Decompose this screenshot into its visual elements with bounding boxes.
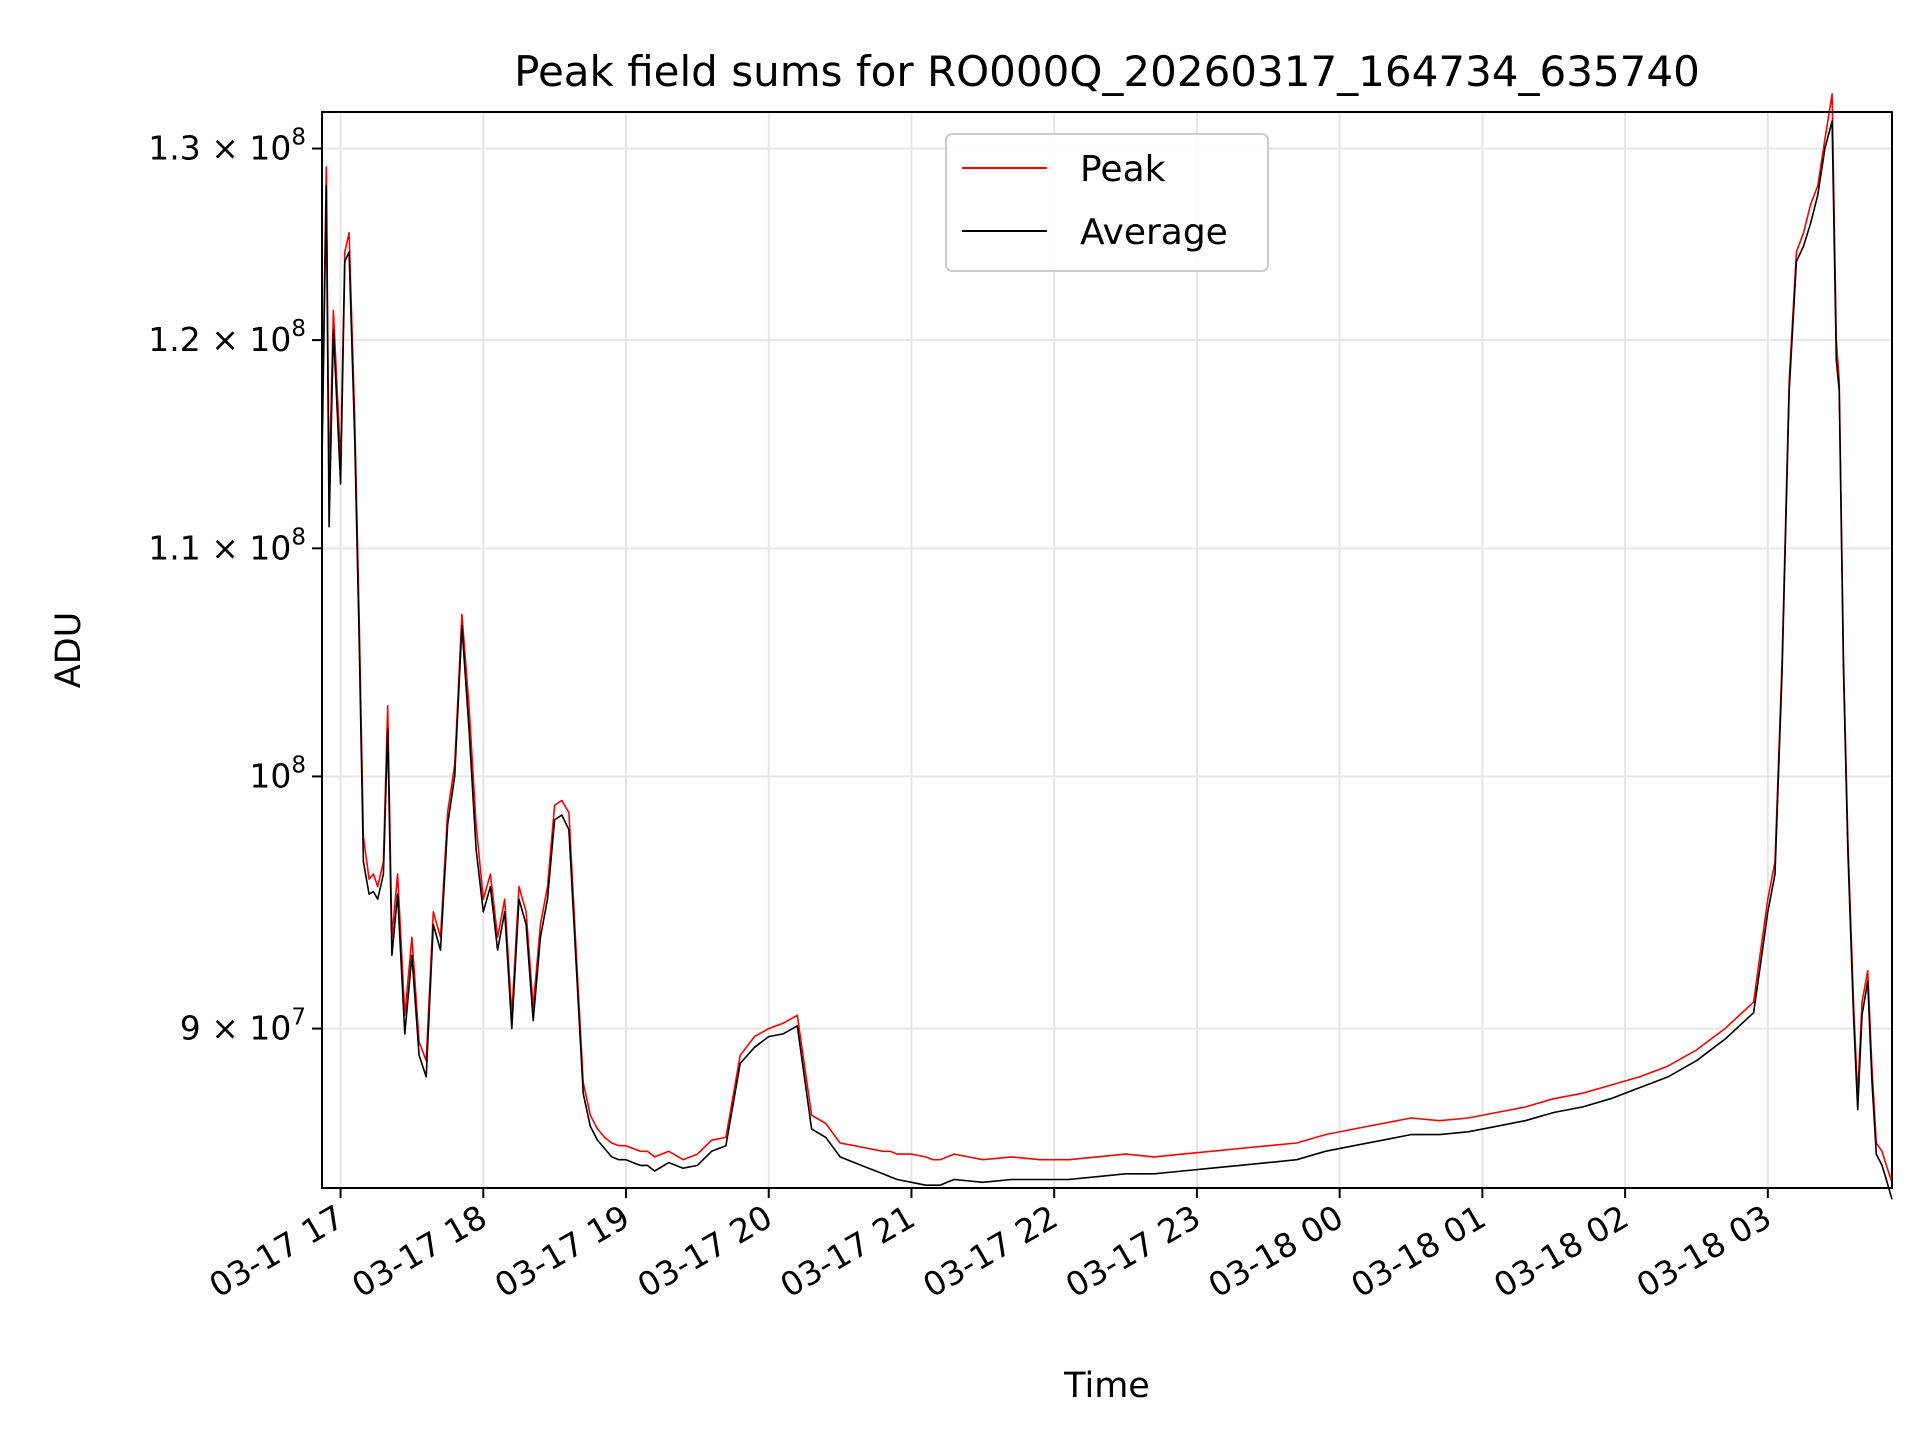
- legend-label-average: Average: [1080, 212, 1228, 253]
- y-axis: 9 × 107 108 1.1 × 108 1.2 × 108 1.3 × 108: [148, 125, 322, 1048]
- y-tick-label: 1.3 × 108: [148, 125, 306, 168]
- legend: Peak Average: [945, 133, 1269, 272]
- series-layer: [321, 93, 1893, 1200]
- chart-title: Peak field sums for RO000Q_20260317_1647…: [514, 47, 1700, 96]
- y-axis-label: ADU: [49, 612, 89, 689]
- series-line-average: [321, 120, 1893, 1200]
- y-tick-label: 1.1 × 108: [148, 524, 306, 567]
- plot-frame: [321, 111, 1893, 1189]
- y-tick-label: 1.2 × 108: [148, 316, 306, 359]
- x-axis-label: Time: [1063, 1366, 1150, 1406]
- y-tick-label: 9 × 107: [180, 1005, 306, 1048]
- grid: [322, 112, 1892, 1188]
- y-tick-label: 108: [249, 752, 306, 795]
- legend-label-peak: Peak: [1080, 149, 1166, 190]
